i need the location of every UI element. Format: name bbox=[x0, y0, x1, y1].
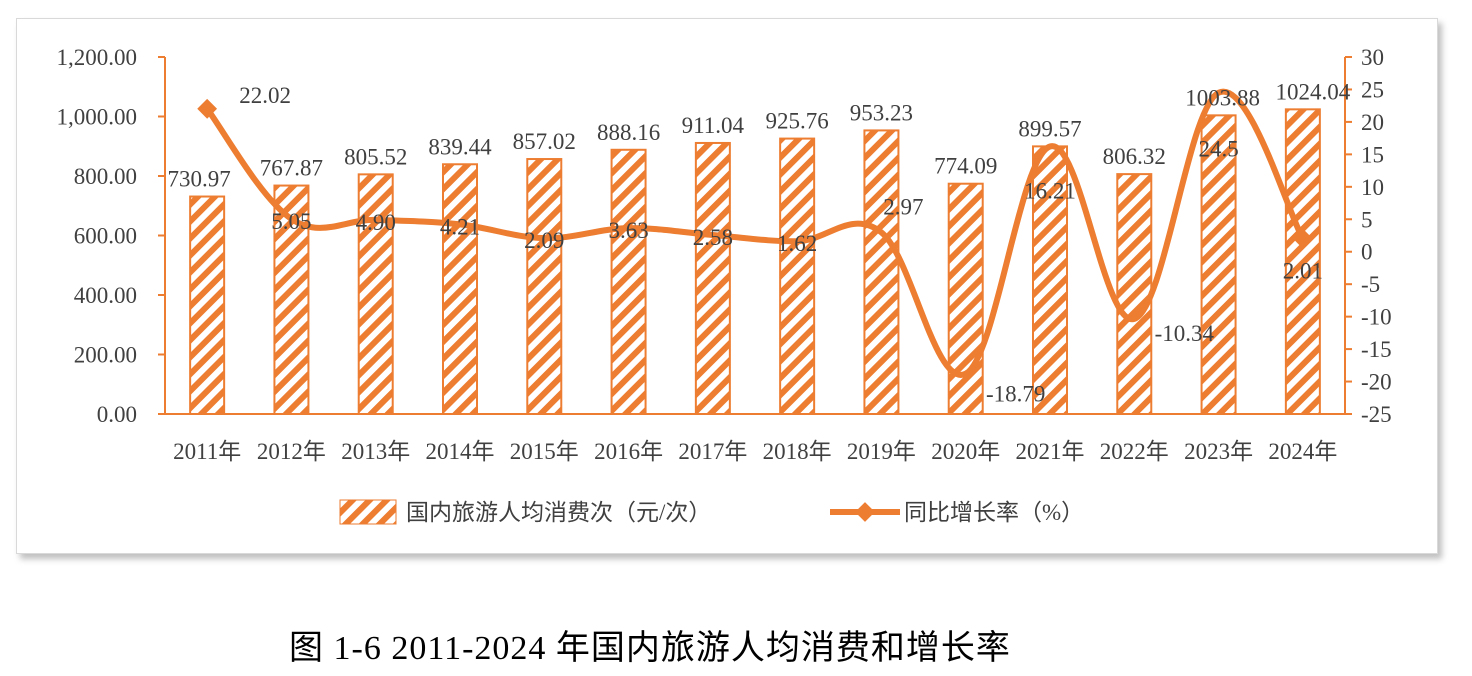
x-axis-tick-label: 2013年 bbox=[341, 439, 410, 464]
x-axis-tick-label: 2015年 bbox=[510, 439, 579, 464]
line-value-label: 16.21 bbox=[1024, 179, 1076, 204]
bar-value-label: 767.87 bbox=[260, 156, 323, 181]
bar-value-label: 888.16 bbox=[597, 120, 660, 145]
x-axis-tick-label: 2016年 bbox=[594, 439, 663, 464]
line-value-label: 1.62 bbox=[777, 231, 817, 256]
bar bbox=[610, 148, 647, 415]
bar-value-label: 925.76 bbox=[766, 109, 829, 134]
bar-value-label: 774.09 bbox=[934, 154, 997, 179]
bar bbox=[526, 158, 563, 415]
bar-value-label: 1024.04 bbox=[1275, 79, 1350, 104]
right-axis-tick-label: -25 bbox=[1361, 402, 1392, 427]
line-value-label: -18.79 bbox=[986, 382, 1045, 407]
line-value-label: 2.97 bbox=[883, 194, 923, 219]
x-axis-tick-label: 2011年 bbox=[173, 439, 241, 464]
line-value-label: 5.05 bbox=[271, 209, 311, 234]
right-axis-tick-label: -15 bbox=[1361, 337, 1392, 362]
x-axis-tick-label: 2023年 bbox=[1184, 439, 1253, 464]
bar bbox=[1032, 145, 1068, 415]
line-value-label: 22.02 bbox=[239, 83, 291, 108]
legend-bar-swatch bbox=[339, 499, 397, 525]
x-axis-tick-label: 2022年 bbox=[1100, 439, 1169, 464]
bar bbox=[779, 137, 816, 415]
left-axis-tick-label: 200.00 bbox=[74, 343, 137, 368]
right-axis-tick-label: -10 bbox=[1361, 305, 1392, 330]
x-axis-tick-label: 2020年 bbox=[931, 439, 1000, 464]
x-axis-tick-label: 2024年 bbox=[1268, 439, 1337, 464]
left-axis-tick-label: 1,000.00 bbox=[57, 105, 138, 130]
x-axis-tick-label: 2019年 bbox=[847, 439, 916, 464]
bar-value-label: 806.32 bbox=[1103, 144, 1166, 169]
right-axis-tick-label: 30 bbox=[1361, 45, 1384, 70]
bar-value-label: 857.02 bbox=[513, 129, 576, 154]
bars bbox=[189, 108, 1321, 416]
bar bbox=[947, 182, 984, 415]
right-axis-tick-label: 15 bbox=[1361, 142, 1384, 167]
bar bbox=[694, 141, 731, 415]
right-axis-tick-label: 20 bbox=[1361, 110, 1384, 135]
right-axis-tick-label: -5 bbox=[1361, 272, 1380, 297]
line-point-marker bbox=[197, 98, 218, 119]
left-axis-tick-label: 1,200.00 bbox=[57, 45, 138, 70]
bar-value-label: 805.52 bbox=[344, 144, 407, 169]
bar bbox=[1200, 114, 1237, 415]
x-axis-tick-label: 2017年 bbox=[678, 439, 747, 464]
bar-value-label: 899.57 bbox=[1018, 116, 1081, 141]
bar bbox=[1116, 173, 1153, 415]
line-value-label: -10.34 bbox=[1155, 321, 1215, 346]
bar-value-label: 911.04 bbox=[682, 113, 745, 138]
data-labels: 730.97 767.87 805.52 839.44 857.02 888.16 911.… bbox=[168, 79, 1351, 406]
axes: 0.00 200.00 400.00 600.00 800.00 1,000.00 1,20… bbox=[57, 45, 1392, 464]
right-axis-tick-label: 5 bbox=[1361, 207, 1373, 232]
right-axis-tick-label: -20 bbox=[1361, 370, 1392, 395]
bar bbox=[1284, 108, 1321, 415]
left-axis-tick-label: 0.00 bbox=[97, 402, 137, 427]
right-axis-tick-label: 25 bbox=[1361, 77, 1384, 102]
bar-value-label: 1003.88 bbox=[1185, 85, 1260, 110]
bar-value-label: 839.44 bbox=[428, 134, 492, 159]
right-axis-tick-label: 10 bbox=[1361, 175, 1384, 200]
line-value-label: 2.01 bbox=[1283, 259, 1323, 284]
bar-value-label: 730.97 bbox=[168, 167, 231, 192]
bar-value-label: 953.23 bbox=[850, 100, 913, 125]
line-value-label: 24.5 bbox=[1198, 137, 1238, 162]
legend-line-label: 同比增长率（%） bbox=[904, 500, 1084, 525]
legend-line-marker bbox=[855, 502, 875, 522]
left-axis-tick-label: 400.00 bbox=[74, 283, 137, 308]
line-value-label: 4.90 bbox=[356, 210, 396, 235]
line-value-label: 4.21 bbox=[440, 214, 480, 239]
line-value-label: 2.09 bbox=[524, 228, 564, 253]
growth-line bbox=[197, 88, 1313, 378]
x-axis-tick-label: 2012年 bbox=[257, 439, 326, 464]
line-point-marker bbox=[1292, 228, 1313, 249]
left-axis-tick-label: 600.00 bbox=[74, 224, 137, 249]
left-axis-tick-label: 800.00 bbox=[74, 164, 137, 189]
figure-caption: 图 1-6 2011-2024 年国内旅游人均消费和增长率 bbox=[289, 630, 1011, 667]
legend-bar-label: 国内旅游人均消费次（元/次） bbox=[406, 500, 711, 525]
legend: 国内旅游人均消费次（元/次） 同比增长率（%） bbox=[339, 499, 1084, 525]
x-axis-tick-label: 2014年 bbox=[426, 439, 495, 464]
line-value-label: 3.63 bbox=[608, 218, 648, 243]
x-axis-tick-label: 2018年 bbox=[763, 439, 832, 464]
x-axis-tick-label: 2021年 bbox=[1016, 439, 1085, 464]
bar bbox=[442, 163, 478, 415]
growth-line-path bbox=[204, 88, 1306, 378]
line-value-label: 2.58 bbox=[693, 225, 733, 250]
bar bbox=[357, 173, 394, 415]
bar bbox=[863, 129, 900, 416]
bar bbox=[189, 195, 226, 415]
right-axis-tick-label: 0 bbox=[1361, 240, 1373, 265]
